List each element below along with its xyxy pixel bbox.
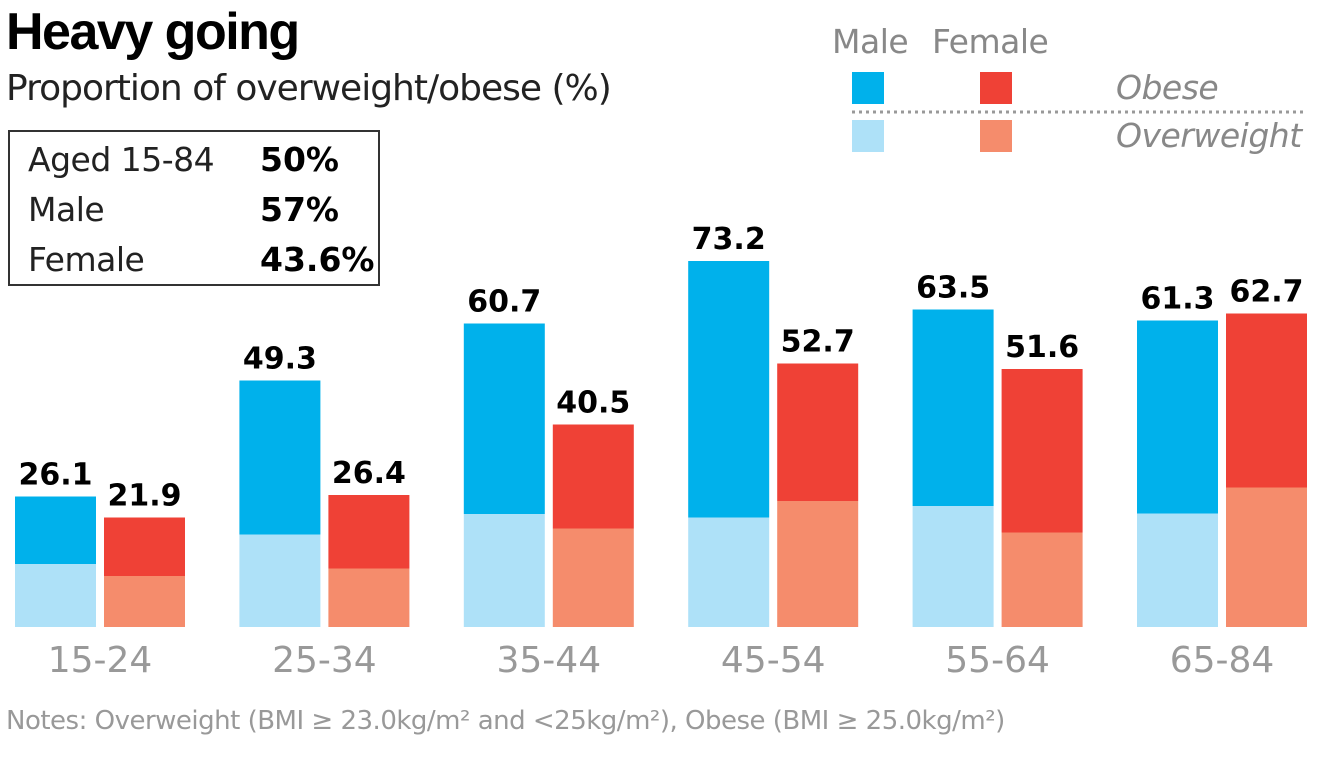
bar-male-obese-35-44: [463, 323, 545, 514]
bar-male-obese-45-54: [688, 261, 770, 518]
tick-label-35-44: 35-44: [496, 640, 601, 681]
tick-label-25-34: 25-34: [272, 640, 377, 681]
summary-value-male: 57%: [260, 190, 339, 229]
bar-male-overweight-45-54: [688, 517, 770, 627]
bar-female-overweight-45-54: [777, 501, 859, 627]
bar-male-obese-25-34: [239, 380, 321, 535]
data-label-male-45-54: 73.2: [692, 222, 766, 257]
bar-female-obese-35-44: [552, 424, 634, 529]
summary-value-all: 50%: [260, 140, 339, 179]
summary-box: Aged 15-84 50% Male 57% Female 43.6%: [8, 130, 380, 286]
bar-female-obese-45-54: [777, 363, 859, 501]
legend-header-male: Male: [832, 22, 909, 61]
chart-note: Notes: Overweight (BMI ≥ 23.0kg/m² and <…: [6, 706, 1005, 736]
tick-label-45-54: 45-54: [721, 640, 826, 681]
legend-swatch-female-overweight: [980, 120, 1012, 152]
data-label-male-65-84: 61.3: [1140, 282, 1214, 317]
bar-female-obese-25-34: [328, 495, 410, 569]
summary-value-female: 43.6%: [260, 240, 375, 279]
data-label-male-15-24: 26.1: [18, 458, 92, 493]
bar-male-overweight-15-24: [15, 564, 96, 627]
bar-male-overweight-55-64: [912, 506, 994, 627]
tick-label-55-64: 55-64: [945, 640, 1050, 681]
chart-title: Heavy going: [6, 3, 300, 61]
bar-female-overweight-35-44: [552, 528, 634, 627]
data-label-female-55-64: 51.6: [1005, 330, 1079, 365]
legend-label-overweight: Overweight: [1116, 116, 1302, 155]
bar-female-overweight-65-84: [1226, 487, 1307, 627]
data-label-male-25-34: 49.3: [243, 342, 317, 377]
bar-female-overweight-15-24: [104, 576, 185, 627]
bar-male-overweight-35-44: [463, 514, 545, 627]
data-label-female-35-44: 40.5: [556, 386, 630, 421]
bar-female-obese-65-84: [1226, 313, 1307, 488]
data-label-male-35-44: 60.7: [467, 285, 541, 320]
bar-male-obese-55-64: [912, 309, 994, 506]
legend-swatch-female-obese: [980, 72, 1012, 104]
data-label-female-45-54: 52.7: [781, 325, 855, 360]
bar-female-overweight-25-34: [328, 568, 410, 627]
bar-female-obese-55-64: [1001, 369, 1083, 533]
legend-swatch-male-overweight: [852, 120, 884, 152]
data-label-female-15-24: 21.9: [107, 479, 181, 514]
bar-female-overweight-55-64: [1001, 532, 1083, 627]
summary-label-female: Female: [28, 240, 145, 279]
data-label-female-25-34: 26.4: [332, 456, 406, 491]
bar-male-overweight-65-84: [1137, 513, 1218, 627]
summary-label-all: Aged 15-84: [28, 140, 215, 179]
tick-label-65-84: 65-84: [1170, 640, 1275, 681]
bar-male-overweight-25-34: [239, 534, 321, 627]
legend-swatch-male-obese: [852, 72, 884, 104]
data-label-male-55-64: 63.5: [916, 271, 990, 306]
summary-label-male: Male: [28, 190, 105, 229]
tick-label-15-24: 15-24: [48, 640, 153, 681]
legend-label-obese: Obese: [1116, 68, 1219, 107]
data-label-female-65-84: 62.7: [1229, 275, 1303, 310]
bar-male-obese-65-84: [1137, 320, 1218, 514]
chart-subtitle: Proportion of overweight/obese (%): [6, 68, 612, 109]
bar-female-obese-15-24: [104, 517, 185, 576]
bar-male-obese-15-24: [15, 496, 96, 564]
legend-header-female: Female: [932, 22, 1049, 61]
